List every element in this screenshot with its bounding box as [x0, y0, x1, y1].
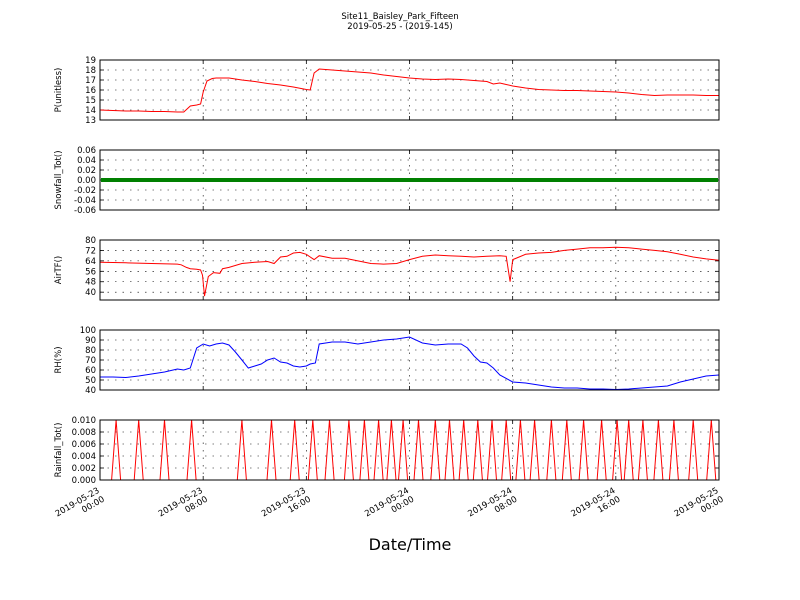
y-tick-label: 18: [85, 66, 96, 76]
y-tick-label: 14: [85, 106, 96, 116]
y-tick-label: 0.04: [77, 156, 96, 166]
y-tick-label: 90: [85, 336, 96, 346]
panel-frame: [99, 419, 720, 481]
y-tick-label: -0.04: [74, 196, 96, 206]
y-tick-label: 0.004: [72, 452, 96, 462]
y-tick-label: 48: [85, 278, 96, 288]
panel-frame: [99, 59, 720, 121]
y-tick-label: 64: [85, 257, 96, 267]
y-tick-label: 0.000: [72, 476, 96, 486]
y-tick-label: 70: [85, 356, 96, 366]
x-tick-label: 2019-05-2308:00: [157, 486, 210, 528]
y-tick-label: 56: [85, 267, 96, 277]
panel-frame: [99, 239, 720, 301]
y-tick-label: -0.06: [74, 206, 96, 216]
y-tick-label: 80: [85, 346, 96, 356]
series-line: [100, 68, 719, 113]
y-tick-label: 17: [85, 76, 96, 86]
y-tick-label: 0.02: [77, 166, 96, 176]
y-tick-label: 15: [85, 96, 96, 106]
series-line: [100, 420, 719, 480]
y-tick-label: 60: [85, 366, 96, 376]
y-axis-label: Rainfall_Tot(): [54, 423, 64, 478]
y-tick-label: 19: [85, 56, 96, 66]
y-tick-label: 0.002: [72, 464, 96, 474]
y-tick-label: -0.02: [74, 186, 96, 196]
y-tick-label: 13: [85, 116, 96, 126]
y-tick-label: 16: [85, 86, 96, 96]
y-axis-label: RH(%): [54, 346, 64, 373]
y-tick-label: 0.06: [77, 146, 96, 156]
series-line: [100, 246, 719, 297]
y-tick-label: 0.010: [72, 416, 96, 426]
panel-5: 0.000 0.002 0.004 0.006 0.008 0.010 Rainfall_T…: [54, 416, 720, 486]
y-tick-label: 40: [85, 386, 96, 396]
y-axis-label: Snowfall_Tot(): [54, 150, 64, 209]
series-line: [100, 336, 719, 390]
y-tick-label: 0.008: [72, 428, 96, 438]
x-tick-label: 2019-05-2416:00: [570, 486, 623, 528]
panel-frame: [99, 149, 720, 211]
panel-2: -0.06-0.04-0.020.000.020.040.06 Snowfall_…: [54, 146, 720, 216]
x-tick-label: 2019-05-2408:00: [466, 486, 519, 528]
x-tick-labels: 2019-05-2300:00 2019-05-2308:00 2019-05-23…: [54, 486, 726, 528]
y-tick-label: 0.00: [77, 176, 96, 186]
x-axis-label: Date/Time: [369, 535, 452, 554]
y-tick-label: 40: [85, 288, 96, 298]
x-tick-label: 2019-05-2316:00: [260, 486, 313, 528]
figure-title: Site11_Baisley_Park_Fifteen: [341, 12, 458, 22]
x-tick-label: 2019-05-2300:00: [54, 486, 107, 528]
panel-frame: [99, 329, 720, 391]
y-tick-label: 50: [85, 376, 96, 386]
y-axis-label: AirTF(): [54, 256, 64, 284]
x-tick-label: 2019-05-2500:00: [673, 486, 726, 528]
x-tick-label: 2019-05-2400:00: [363, 486, 416, 528]
y-axis-label: P(unitless): [54, 68, 64, 113]
figure-subtitle: 2019-05-25 - (2019-145): [347, 22, 452, 32]
y-tick-label: 0.006: [72, 440, 96, 450]
y-tick-label: 80: [85, 236, 96, 246]
y-tick-label: 100: [80, 326, 96, 336]
y-tick-label: 72: [85, 246, 96, 256]
